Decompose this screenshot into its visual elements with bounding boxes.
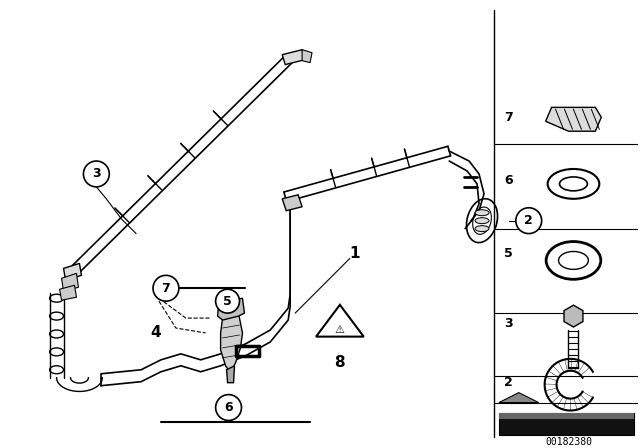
Circle shape [516,208,541,233]
Polygon shape [63,263,81,280]
Ellipse shape [546,241,601,279]
Polygon shape [564,305,583,327]
Text: 7: 7 [161,282,170,295]
Text: 6: 6 [224,401,233,414]
Text: 5: 5 [504,247,513,260]
Polygon shape [61,273,79,291]
Polygon shape [546,108,602,131]
Polygon shape [218,298,244,320]
Text: ⚠: ⚠ [335,325,345,335]
Circle shape [216,289,239,313]
Text: 2: 2 [524,214,533,227]
Ellipse shape [475,218,489,224]
Text: 5: 5 [223,295,232,308]
Text: 7: 7 [504,111,513,124]
Polygon shape [499,413,634,419]
Polygon shape [221,313,243,373]
Polygon shape [499,392,539,403]
Ellipse shape [475,210,489,215]
Polygon shape [302,50,312,63]
Text: 4: 4 [150,326,161,340]
Circle shape [216,395,241,421]
Text: 3: 3 [504,317,513,330]
Text: 6: 6 [504,174,513,187]
Circle shape [153,276,179,301]
Polygon shape [60,285,76,300]
Ellipse shape [475,226,489,232]
Polygon shape [499,413,634,435]
Ellipse shape [548,169,599,199]
Text: 00182380: 00182380 [545,437,592,448]
Ellipse shape [559,177,588,191]
Circle shape [83,161,109,187]
Text: 3: 3 [92,168,100,181]
Polygon shape [227,366,234,383]
Text: 1: 1 [349,246,360,261]
Text: 8: 8 [335,355,345,370]
Text: 2: 2 [504,376,513,389]
Polygon shape [282,195,302,211]
Ellipse shape [559,251,588,269]
Polygon shape [282,50,305,65]
